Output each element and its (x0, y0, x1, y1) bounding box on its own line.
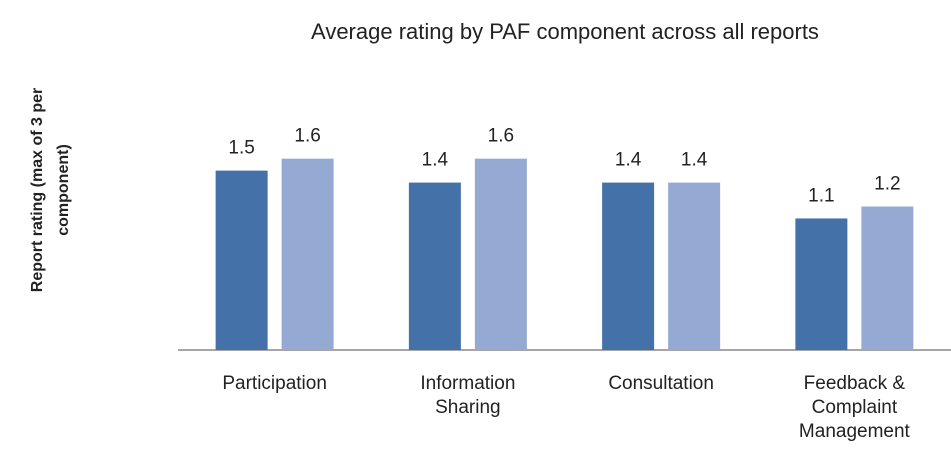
chart-title: Average rating by PAF component across a… (311, 19, 819, 44)
value-label: 1.4 (615, 150, 642, 171)
value-label: 1.1 (808, 185, 834, 206)
value-label: 1.2 (874, 174, 900, 195)
bar (408, 182, 461, 350)
value-label: 1.4 (422, 150, 449, 171)
x-tick-label: Participation (222, 373, 327, 394)
bar (602, 182, 655, 350)
value-label: 1.5 (228, 138, 254, 159)
bar (795, 218, 848, 350)
value-label: 1.6 (294, 126, 320, 147)
x-tick-label: Information Sharing (420, 373, 515, 418)
bar (668, 182, 721, 350)
bar (215, 170, 268, 350)
value-label: 1.4 (681, 150, 708, 171)
bar (281, 158, 334, 350)
x-tick-label: Feedback & Complaint Management (799, 373, 911, 442)
value-label: 1.6 (488, 126, 514, 147)
bar (474, 158, 527, 350)
x-tick-label: Consultation (608, 373, 714, 394)
bar (861, 206, 914, 350)
y-axis-label: Report rating (max of 3 per component) (29, 88, 72, 292)
